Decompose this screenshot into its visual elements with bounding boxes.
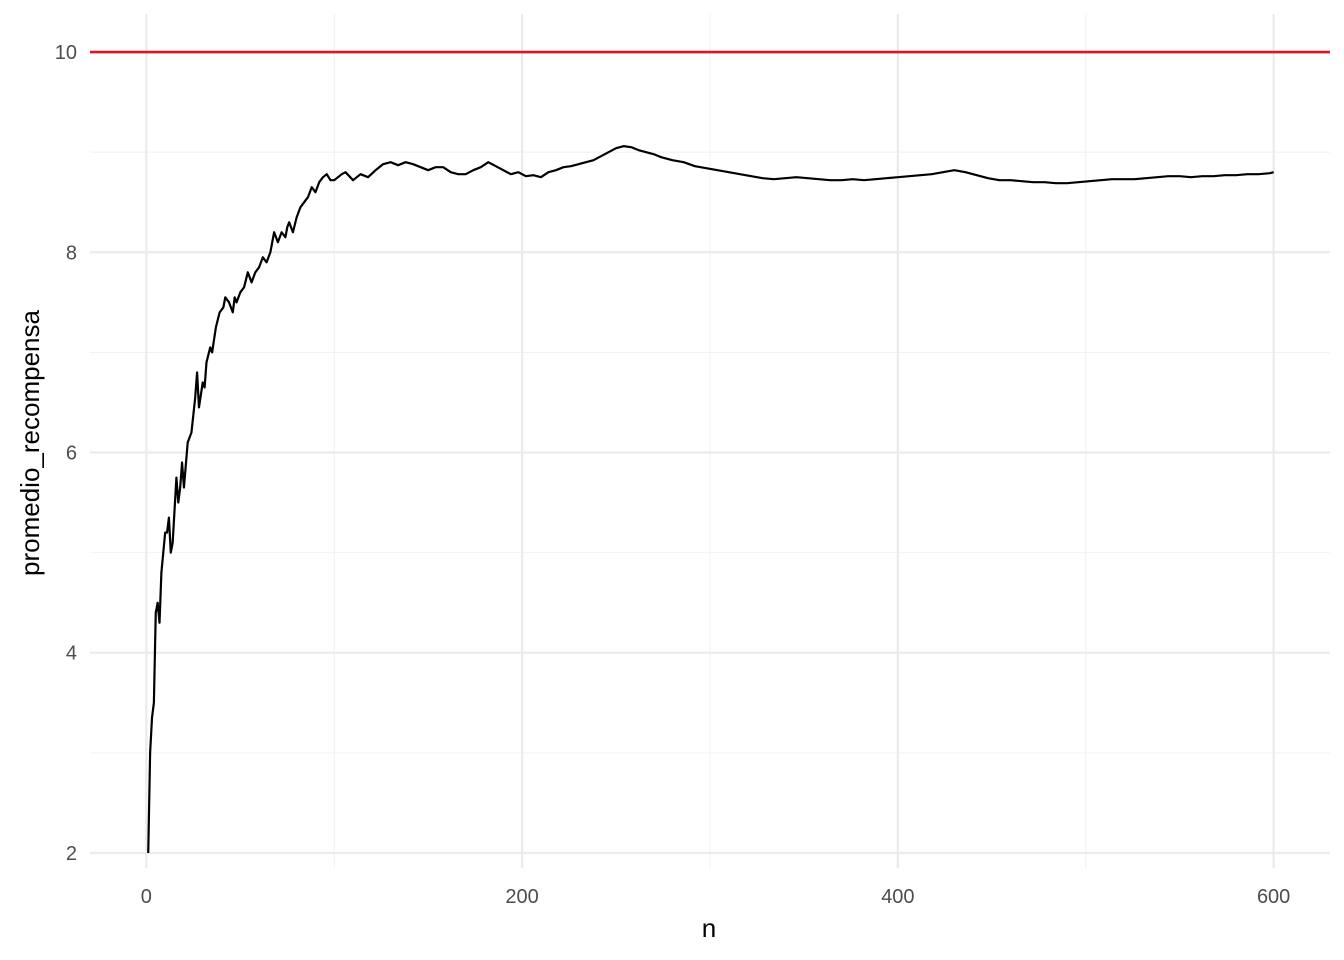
x-axis-title: n bbox=[702, 913, 716, 943]
x-tick-label: 0 bbox=[141, 886, 152, 908]
x-tick-label: 200 bbox=[505, 886, 538, 908]
y-tick-label: 4 bbox=[66, 643, 77, 665]
y-tick-label: 8 bbox=[66, 242, 77, 264]
y-axis-tick-labels: 2 4 6 8 10 bbox=[55, 42, 77, 865]
series-line-promedio-recompensa bbox=[147, 145, 1274, 854]
y-tick-label: 6 bbox=[66, 443, 77, 465]
minor-gridlines-x bbox=[333, 14, 1087, 868]
x-tick-label: 400 bbox=[881, 886, 914, 908]
y-axis-title: promedio_recompensa bbox=[15, 310, 45, 576]
major-gridlines-x bbox=[145, 14, 1275, 868]
x-tick-label: 600 bbox=[1257, 886, 1290, 908]
x-axis-tick-labels: 0 200 400 600 bbox=[141, 886, 1291, 908]
y-tick-label: 2 bbox=[66, 843, 77, 865]
y-tick-label: 10 bbox=[55, 42, 77, 64]
